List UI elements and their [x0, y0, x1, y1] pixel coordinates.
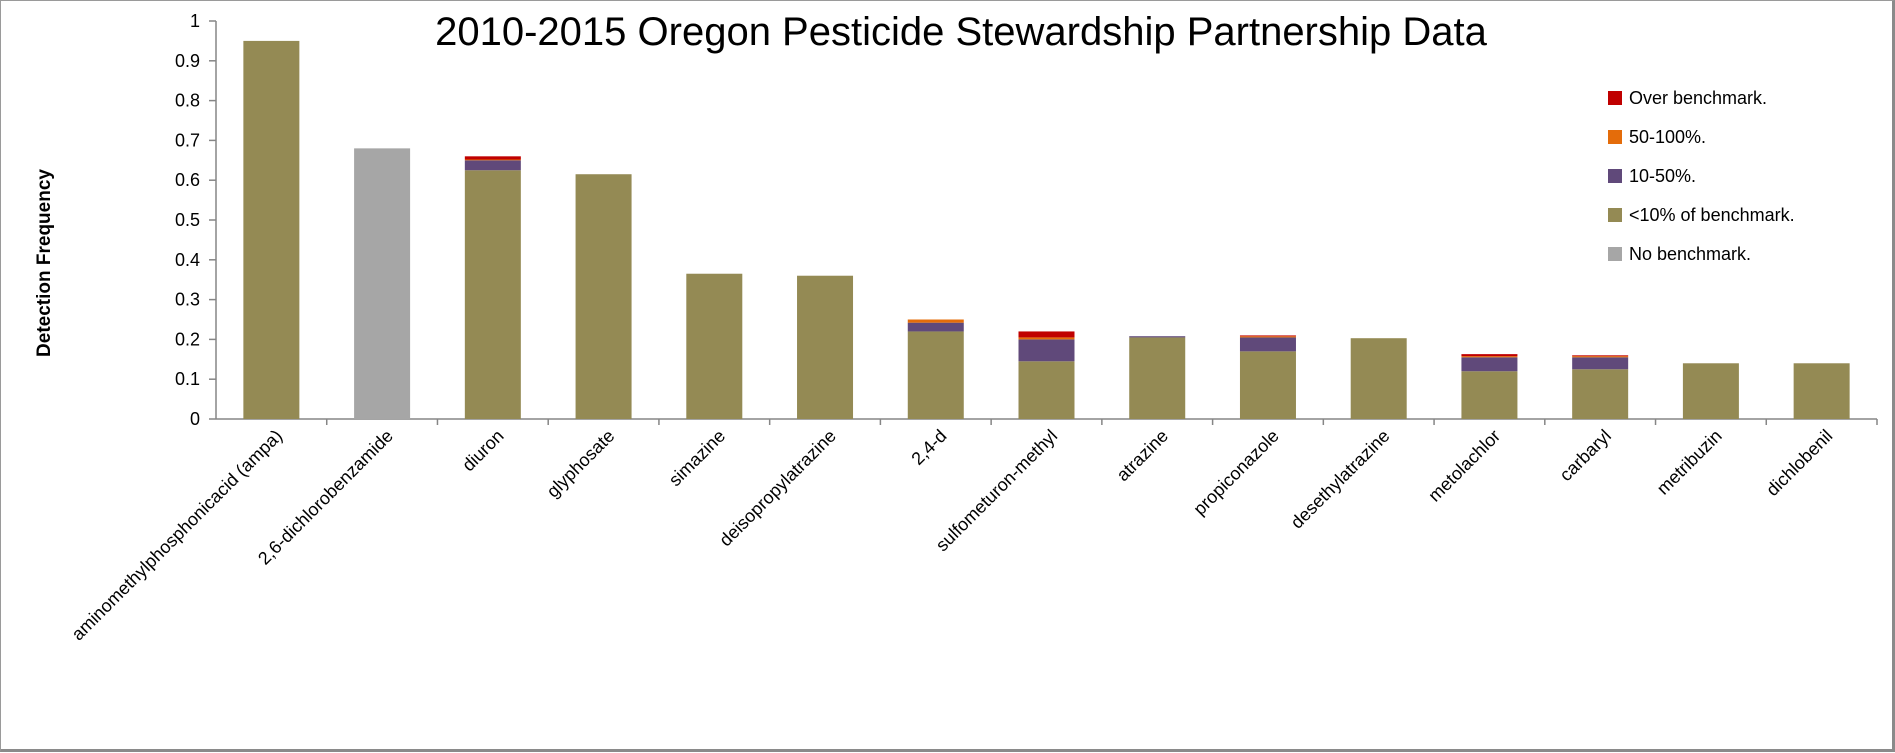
y-tick-label: 1 [190, 11, 200, 31]
bar-segment [464, 159, 521, 161]
y-tick-label: 0.1 [175, 369, 200, 389]
x-tick-label: deisopropylatrazine [715, 426, 840, 551]
y-tick-label: 0.9 [175, 51, 200, 71]
x-tick-label: propiconazole [1189, 426, 1282, 519]
bar-segment [1572, 355, 1629, 357]
bar-segment [1018, 361, 1075, 419]
bar-segment [907, 331, 964, 419]
chart-title: 2010-2015 Oregon Pesticide Stewardship P… [435, 10, 1487, 54]
x-tick-label: desethylatrazine [1287, 426, 1394, 533]
bar-segment [1572, 356, 1629, 358]
bar-segment [243, 40, 300, 420]
bar-segment [1018, 331, 1075, 338]
bar-segment [464, 170, 521, 419]
bar-segment [686, 273, 743, 419]
x-tick-label: aminomethylphosphonicacid (ampa) [68, 426, 287, 645]
x-tick-label: carbaryl [1556, 426, 1615, 485]
y-tick-label: 0.4 [175, 250, 200, 270]
bar-segment [1129, 337, 1186, 419]
x-ticks: aminomethylphosphonicacid (ampa)2,6-dich… [68, 419, 1878, 645]
bar-segment [1682, 363, 1739, 419]
y-axis-label: Detection Frequency [34, 169, 55, 357]
x-tick-label: diuron [458, 426, 508, 476]
bar-segment [907, 319, 964, 323]
legend-label: Over benchmark. [1629, 88, 1767, 108]
x-tick-label: metolachlor [1424, 426, 1504, 506]
bar-segment [1793, 363, 1850, 419]
bar-segment [575, 174, 632, 419]
bar-segment [797, 275, 854, 419]
y-tick-label: 0.5 [175, 210, 200, 230]
bar-segment [1572, 369, 1629, 419]
bar-segment [1350, 338, 1407, 419]
y-tick-label: 0.6 [175, 170, 200, 190]
x-tick-label: atrazine [1113, 426, 1172, 485]
legend-label: No benchmark. [1629, 244, 1751, 264]
bar-segment [1018, 339, 1075, 362]
y-tick-label: 0 [190, 409, 200, 429]
bar-segment [464, 160, 521, 171]
bar-segment [1239, 351, 1296, 419]
bars [243, 40, 1850, 420]
bar-segment [1239, 335, 1296, 337]
bar-segment [1461, 357, 1518, 372]
y-tick-label: 0.8 [175, 91, 200, 111]
bar-segment [1461, 371, 1518, 419]
bar-segment [354, 148, 411, 420]
y-tick-label: 0.3 [175, 290, 200, 310]
bar-segment [1461, 356, 1518, 358]
x-tick-label: dichlobenil [1762, 426, 1836, 500]
bar-segment [1239, 337, 1296, 352]
y-tick-label: 0.2 [175, 329, 200, 349]
x-tick-label: glyphosate [543, 426, 619, 502]
legend: Over benchmark. 50-100%. 10-50%. <10% of be… [1608, 88, 1795, 264]
x-tick-label: sulfometuron-methyl [932, 426, 1061, 555]
legend-swatch [1608, 130, 1622, 144]
legend-label: 10-50%. [1629, 166, 1696, 186]
bar-segment [1018, 337, 1075, 340]
bar-segment [1239, 336, 1296, 338]
legend-swatch [1608, 91, 1622, 105]
x-tick-label: simazine [665, 426, 729, 490]
bar-segment [1461, 354, 1518, 357]
legend-swatch [1608, 247, 1622, 261]
bar-segment [464, 156, 521, 160]
bar-segment [1129, 336, 1186, 338]
legend-swatch [1608, 169, 1622, 183]
bar-segment [1572, 357, 1629, 370]
x-tick-label: 2,4-d [907, 426, 950, 469]
y-tick-label: 0.7 [175, 130, 200, 150]
legend-swatch [1608, 208, 1622, 222]
y-ticks: 0 0.1 0.2 0.3 0.4 0.5 0.6 0.7 0.8 0.9 1 [175, 11, 216, 429]
legend-label: 50-100%. [1629, 127, 1706, 147]
x-tick-label: metribuzin [1653, 426, 1726, 499]
bar-segment [907, 322, 964, 332]
legend-label: <10% of benchmark. [1629, 205, 1795, 225]
